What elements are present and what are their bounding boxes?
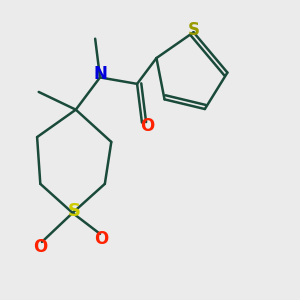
Text: S: S <box>188 21 200 39</box>
Text: N: N <box>94 65 108 83</box>
Text: O: O <box>140 118 154 136</box>
Text: O: O <box>94 230 109 248</box>
Text: O: O <box>33 238 47 256</box>
Text: S: S <box>68 202 81 220</box>
